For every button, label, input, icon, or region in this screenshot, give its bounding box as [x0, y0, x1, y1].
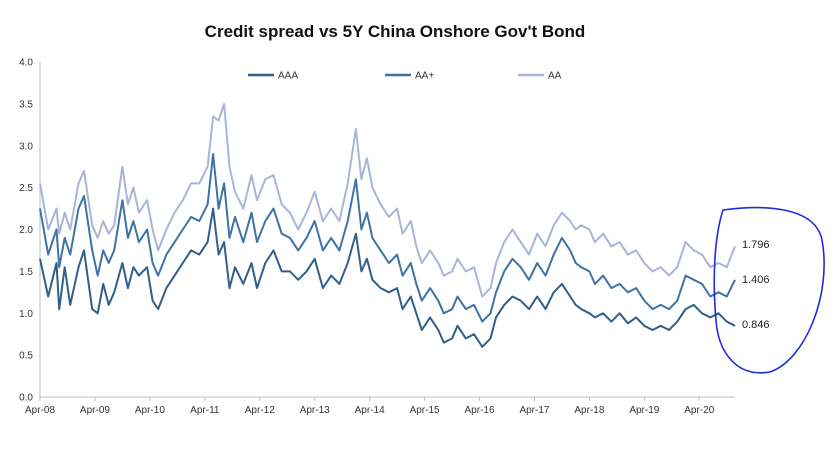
x-tick-label: Apr-20 — [684, 405, 714, 416]
x-tick-label: Apr-12 — [245, 405, 275, 416]
legend-label: AAA — [278, 71, 298, 82]
y-tick-label: 1.0 — [19, 309, 33, 320]
end-value-label: 1.406 — [742, 274, 770, 286]
series-line-aaa — [39, 207, 736, 348]
x-tick-label: Apr-09 — [80, 405, 110, 416]
y-tick-label: 3.0 — [19, 141, 33, 152]
end-labels: 0.846 1.406 1.796 — [742, 239, 770, 331]
legend-label: AA+ — [415, 71, 434, 82]
chart-title: Credit spread vs 5Y China Onshore Gov't … — [205, 22, 586, 41]
legend-label: AA — [548, 71, 562, 82]
x-tick-label: Apr-19 — [629, 405, 659, 416]
y-tick-label: 1.5 — [19, 267, 33, 278]
x-tick-label: Apr-10 — [135, 405, 165, 416]
x-tick-label: Apr-14 — [355, 405, 385, 416]
x-tick-label: Apr-18 — [574, 405, 604, 416]
end-value-label: 0.846 — [742, 319, 770, 331]
x-tick-label: Apr-17 — [519, 405, 549, 416]
x-tick-label: Apr-08 — [25, 405, 55, 416]
series-line-aa — [39, 102, 736, 298]
hand-drawn-circle-annotation — [713, 206, 825, 374]
axes: 0.0 0.5 1.0 1.5 2.0 2.5 3.0 3.5 4.0 Apr-08 Apr-09 A… — [19, 58, 735, 416]
y-tick-label: 0.5 — [19, 351, 33, 362]
x-tick-label: Apr-13 — [300, 405, 330, 416]
legend: AAA AA+ AA — [248, 71, 562, 82]
end-value-label: 1.796 — [742, 239, 770, 251]
x-tick-label: Apr-15 — [410, 405, 440, 416]
y-tick-label: 4.0 — [19, 58, 33, 69]
x-tick-label: Apr-16 — [465, 405, 495, 416]
series-group — [39, 102, 736, 348]
y-tick-label: 2.5 — [19, 183, 33, 194]
series-line-aa-plus — [39, 153, 736, 323]
y-tick-label: 2.0 — [19, 225, 33, 236]
x-tick-label: Apr-11 — [190, 405, 220, 416]
y-tick-label: 0.0 — [19, 393, 33, 404]
y-tick-label: 3.5 — [19, 99, 33, 110]
